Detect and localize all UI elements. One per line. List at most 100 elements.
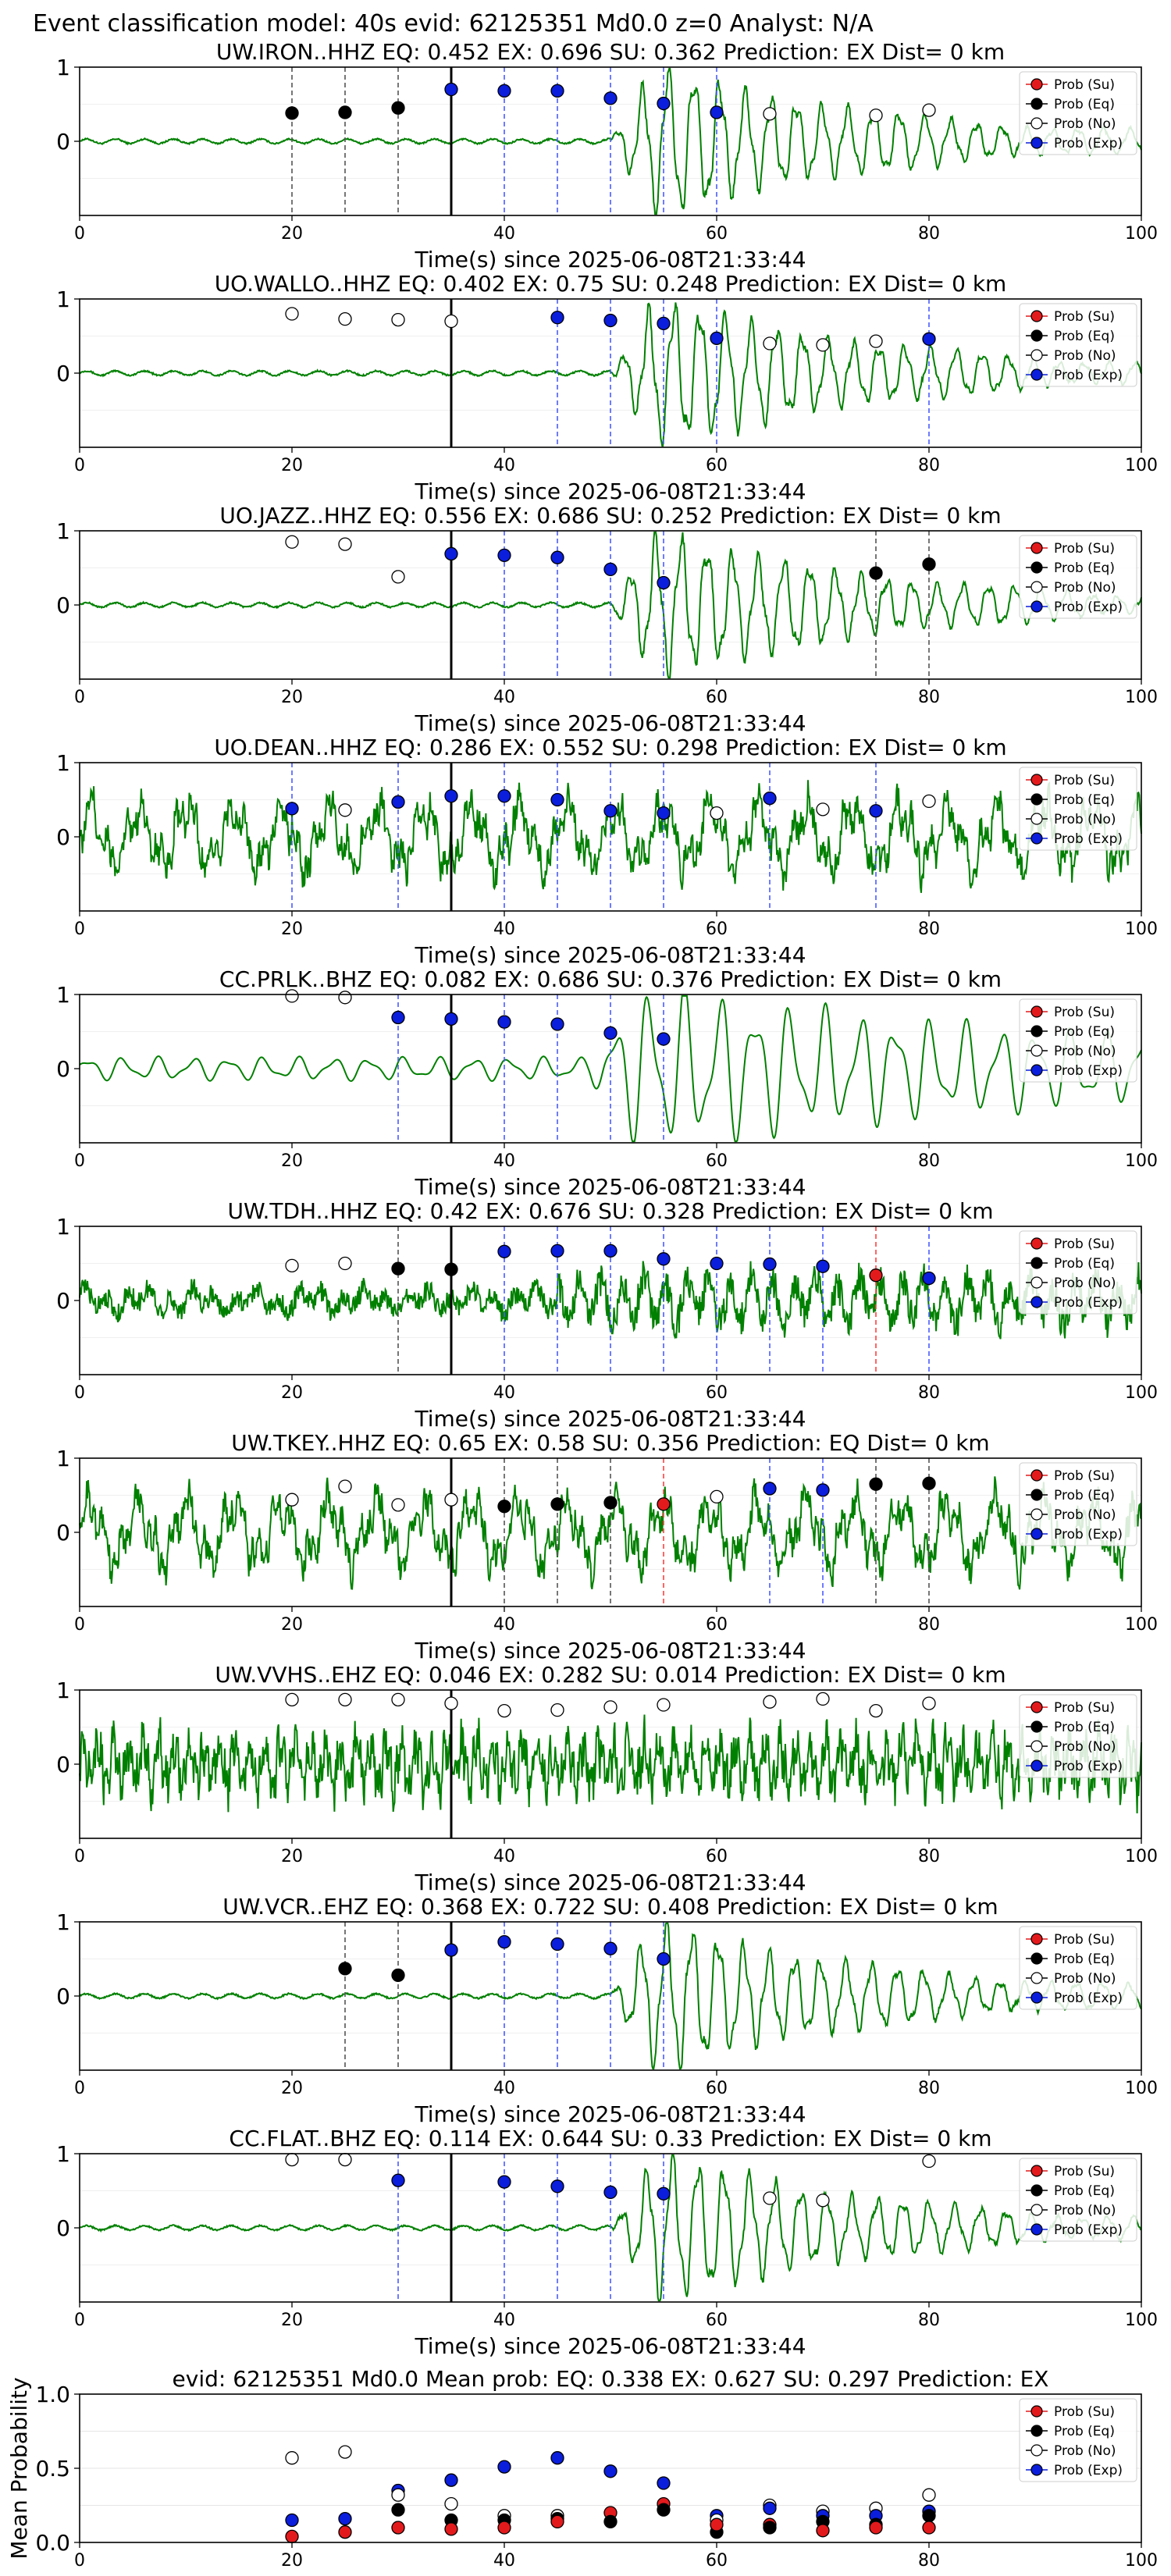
prob-point-exp: [444, 2473, 458, 2487]
prob-point-exp: [763, 791, 777, 806]
legend-label: Prob (Su): [1054, 541, 1115, 557]
prob-point-eq: [922, 2509, 936, 2523]
prob-point-no: [444, 1696, 458, 1710]
prob-point-exp: [550, 1244, 564, 1258]
y-tick-label: 0: [56, 2215, 70, 2241]
legend: Prob (Su) Prob (Eq) Prob (No) Prob (Exp): [1019, 2158, 1137, 2242]
prob-point-no: [763, 336, 777, 350]
prob-point-no: [285, 2451, 299, 2465]
legend-label: Prob (No): [1054, 1971, 1116, 1987]
legend-label: Prob (Exp): [1054, 136, 1123, 151]
y-tick-label: 0: [56, 824, 70, 850]
prob-point-exp: [869, 804, 883, 818]
legend-label: Prob (Su): [1054, 309, 1115, 325]
y-tick-label: 0: [56, 1984, 70, 2009]
prob-point-eq: [869, 1477, 883, 1491]
legend-marker-su: [1030, 542, 1043, 554]
prob-point-exp: [550, 84, 564, 98]
y-tick-label: 1: [56, 1446, 70, 1471]
prob-point-no: [869, 109, 883, 123]
y-tick-label: 1: [56, 286, 70, 312]
x-tick-label: 0: [74, 2311, 85, 2330]
legend-box: [1019, 71, 1137, 155]
prob-point-su: [816, 2524, 830, 2538]
prob-point-exp: [657, 2476, 671, 2490]
prob-point-exp: [497, 2175, 511, 2189]
x-tick-label: 0: [74, 1383, 85, 1403]
legend-marker-eq: [1030, 329, 1043, 342]
prob-point-no: [285, 1493, 299, 1507]
legend-marker-su: [1030, 1005, 1043, 1018]
x-axis-label: Time(s) since 2025-06-08T21:33:44: [414, 1406, 806, 1432]
prob-point-no: [710, 1489, 724, 1504]
prob-point-exp: [816, 1483, 830, 1497]
legend-marker-exp: [1030, 2464, 1043, 2476]
panel-title: UW.IRON..HHZ EQ: 0.452 EX: 0.696 SU: 0.3…: [216, 39, 1005, 65]
prob-point-exp: [444, 789, 458, 803]
prob-point-no: [816, 1692, 830, 1706]
prob-point-eq: [763, 2521, 777, 2535]
panel-title: UO.JAZZ..HHZ EQ: 0.556 EX: 0.686 SU: 0.2…: [219, 503, 1001, 528]
legend-label: Prob (Exp): [1054, 600, 1123, 615]
legend-marker-exp: [1030, 1528, 1043, 1540]
x-tick-label: 40: [493, 1615, 515, 1635]
prob-point-exp: [603, 1941, 618, 1955]
prob-point-su: [550, 2514, 564, 2529]
prob-point-no: [391, 312, 405, 327]
x-tick-label: 40: [493, 688, 515, 707]
legend-marker-eq: [1030, 561, 1043, 574]
x-tick-label: 0: [74, 2079, 85, 2098]
y-tick-label: 1: [56, 518, 70, 544]
x-tick-label: 60: [706, 920, 728, 939]
prob-point-no: [869, 334, 883, 348]
panel-uw-vvhs--ehz: UW.VVHS..EHZ EQ: 0.046 EX: 0.282 SU: 0.0…: [56, 1662, 1158, 1895]
legend-label: Prob (Su): [1054, 1932, 1115, 1948]
prob-point-exp: [922, 1271, 936, 1286]
x-tick-label: 40: [493, 224, 515, 244]
x-tick-label: 20: [281, 1151, 303, 1171]
legend-marker-eq: [1030, 1489, 1043, 1501]
x-axis-label: Time(s) since 2025-06-08T21:33:44: [414, 247, 806, 272]
prob-point-no: [338, 1256, 352, 1271]
legend-box: [1019, 767, 1137, 851]
x-tick-label: 60: [706, 456, 728, 475]
prob-point-exp: [763, 1257, 777, 1272]
legend-marker-su: [1030, 310, 1043, 322]
panel-uo-dean--hhz: UO.DEAN..HHZ EQ: 0.286 EX: 0.552 SU: 0.2…: [56, 735, 1158, 968]
x-tick-label: 100: [1125, 2311, 1158, 2330]
x-tick-label: 100: [1125, 1151, 1158, 1171]
prob-point-no: [922, 103, 936, 117]
x-tick-label: 20: [281, 1615, 303, 1635]
legend-marker-no: [1030, 1044, 1043, 1057]
x-axis-label: Time(s) since 2025-06-08T21:33:44: [414, 2333, 806, 2359]
waveform-trace: [79, 1714, 1142, 1814]
x-axis-label: Time(s) since 2025-06-08T21:33:44: [414, 1870, 806, 1895]
x-tick-label: 80: [918, 1151, 940, 1171]
x-tick-label: 20: [281, 2079, 303, 2098]
legend-marker-no: [1030, 1508, 1043, 1521]
legend-marker-eq: [1030, 2425, 1043, 2437]
y-tick-label: 0: [56, 129, 70, 155]
prob-point-no: [285, 307, 299, 321]
x-tick-label: 0: [74, 1615, 85, 1635]
x-tick-label: 60: [706, 224, 728, 244]
legend: Prob (Su) Prob (Eq) Prob (No) Prob (Exp): [1019, 767, 1137, 851]
prob-point-eq: [285, 106, 299, 120]
legend: Prob (Su) Prob (Eq) Prob (No) Prob (Exp): [1019, 71, 1137, 155]
legend-label: Prob (Exp): [1054, 2222, 1123, 2238]
legend-label: Prob (Eq): [1054, 1488, 1115, 1503]
legend-marker-no: [1030, 2444, 1043, 2457]
legend-marker-eq: [1030, 1720, 1043, 1733]
prob-point-no: [338, 991, 352, 1005]
x-axis-label: Time(s) since 2025-06-08T21:33:44: [414, 710, 806, 736]
x-tick-label: 100: [1125, 1615, 1158, 1635]
prob-point-exp: [550, 792, 564, 807]
prob-point-exp: [710, 331, 724, 346]
legend-marker-eq: [1030, 1025, 1043, 1037]
panel-cc-flat--bhz: CC.FLAT..BHZ EQ: 0.114 EX: 0.644 SU: 0.3…: [56, 2126, 1158, 2359]
panel-title: CC.FLAT..BHZ EQ: 0.114 EX: 0.644 SU: 0.3…: [229, 2126, 991, 2151]
x-tick-label: 40: [493, 2311, 515, 2330]
prob-point-eq: [869, 566, 883, 580]
prob-point-no: [816, 2194, 830, 2208]
legend-label: Prob (Exp): [1054, 1527, 1123, 1542]
